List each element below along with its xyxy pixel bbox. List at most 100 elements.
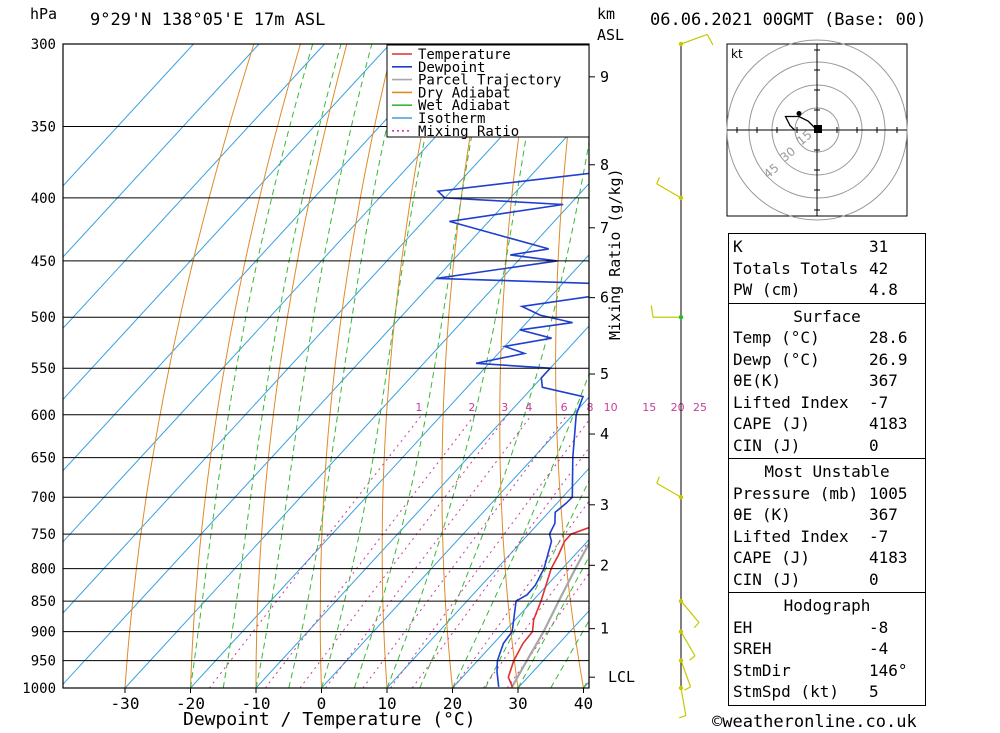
legend-box [386, 44, 590, 138]
wind-barb-dot [678, 685, 684, 691]
index-value: -7 [869, 392, 889, 412]
pressure-tick-label: 850 [31, 594, 56, 610]
mixing-ratio-line [506, 572, 589, 688]
dry-adiabat-line [951, 44, 1000, 688]
index-label: Lifted Index [733, 392, 849, 412]
mixing-ratio-label: 25 [693, 401, 707, 414]
temperature-line [507, 526, 589, 688]
wind-barb-flag [656, 177, 660, 185]
km-tick-label: 4 [600, 425, 609, 443]
index-value: 0 [869, 569, 879, 589]
wind-barb-flag [684, 686, 691, 691]
index-label: Totals Totals [733, 258, 859, 278]
temp-tick-label: -20 [176, 694, 205, 713]
temp-tick-label: 10 [377, 694, 396, 713]
index-label: SREH [733, 639, 772, 658]
isotherm-line [63, 44, 194, 187]
pressure-tick-label: 1000 [22, 681, 56, 697]
wind-barb [678, 598, 700, 629]
x-axis-title: Dewpoint / Temperature (°C) [183, 709, 476, 730]
index-label: PW (cm) [733, 280, 801, 299]
index-value: 0 [869, 435, 879, 455]
isotherm-line [63, 44, 587, 614]
isotherm-line [63, 44, 325, 329]
isotherm-line [321, 396, 589, 688]
index-value: 5 [869, 682, 879, 701]
index-value: 31 [869, 237, 889, 256]
index-label: K [733, 237, 743, 256]
surface-indices: Surface Temp (°C) 28.6 Dewp (°C) 26.9 θE(K… [728, 302, 926, 458]
index-label: EH [733, 617, 753, 637]
index-label: Lifted Index [733, 526, 849, 546]
pressure-tick-label: 350 [31, 119, 56, 135]
wind-barb-staff [680, 660, 692, 688]
index-label: Pressure (mb) [733, 483, 859, 503]
dry-adiabat-line [555, 44, 584, 688]
isotherm-line [63, 44, 456, 472]
wind-barb-dot [678, 629, 684, 634]
wind-barb-dot [678, 598, 684, 604]
asl-unit-label: ASL [597, 26, 625, 44]
index-value: 367 [869, 371, 898, 390]
dry-adiabat-line [662, 44, 714, 688]
pressure-tick-label: 900 [31, 625, 56, 641]
mixing-ratio-label: 6 [561, 401, 568, 414]
section-title: Most Unstable [764, 462, 890, 481]
index-table: K 31 Totals Totals 42 PW (cm) 4.8 Surface T… [728, 233, 926, 706]
pressure-tick-label: 950 [31, 654, 56, 670]
index-label: Dewp (°C) [733, 349, 820, 369]
legend-label: Parcel Trajectory [418, 73, 561, 89]
wind-barb [650, 305, 684, 320]
isotherm-line [452, 538, 589, 688]
index-label: CIN (J) [733, 435, 801, 455]
hodograph-trace [784, 115, 818, 131]
index-label: θE(K) [733, 371, 782, 390]
wind-barb-flag [656, 476, 660, 484]
mixing-ratio-axis-title: Mixing Ratio (g/kg) [606, 168, 624, 340]
wind-barb [678, 658, 692, 691]
temp-tick-label: 40 [574, 694, 593, 713]
mixing-ratio-label: 3 [501, 401, 508, 414]
wind-barb-staff [680, 631, 696, 657]
lcl-label: LCL [608, 668, 635, 686]
wind-barb-staff [680, 687, 687, 716]
parcel-trajectory-line [510, 541, 589, 688]
wind-barb [678, 33, 714, 47]
pressure-tick-label: 800 [31, 562, 56, 578]
copyright-link[interactable]: ©weatheronline.co.uk [712, 712, 917, 732]
index-value: 367 [869, 505, 898, 524]
mixing-ratio-label: 2 [468, 401, 475, 414]
pressure-tick-label: 600 [31, 408, 56, 424]
hodograph-unit-label: kt [731, 47, 743, 61]
wind-barb-staff [680, 33, 708, 45]
general-indices: K 31 Totals Totals 42 PW (cm) 4.8 [728, 233, 926, 303]
temp-tick-label: -10 [242, 694, 271, 713]
isotherm-line [124, 182, 589, 688]
legend-label: Isotherm [418, 111, 485, 127]
wind-barb-dot [678, 495, 684, 500]
mixing-ratio-label: 15 [642, 401, 656, 414]
legend-label: Dry Adiabat [418, 85, 511, 101]
legend-label: Temperature [418, 47, 511, 63]
dewpoint-line [436, 172, 589, 687]
pressure-tick-label: 700 [31, 490, 56, 506]
wind-barb [656, 177, 684, 201]
isotherm-line [190, 254, 589, 688]
mixing-ratio-label: 8 [587, 401, 594, 414]
wind-barb [678, 629, 696, 661]
mixing-ratio-line [389, 419, 589, 688]
temp-tick-label: 20 [443, 694, 462, 713]
date-title: 06.06.2021 00GMT (Base: 00) [650, 10, 927, 30]
km-tick-label: 2 [600, 556, 609, 574]
index-value: 4183 [869, 414, 908, 433]
temp-tick-label: 0 [317, 694, 327, 713]
wind-barb-staff [656, 183, 682, 199]
index-label: CAPE (J) [733, 414, 811, 433]
wet-adiabat-line [190, 44, 314, 688]
isotherm-line [386, 467, 589, 688]
wind-barb-staff [680, 600, 700, 623]
pressure-tick-label: 550 [31, 361, 56, 377]
km-unit-label: km [597, 5, 616, 23]
wind-barb-dot [678, 41, 684, 47]
